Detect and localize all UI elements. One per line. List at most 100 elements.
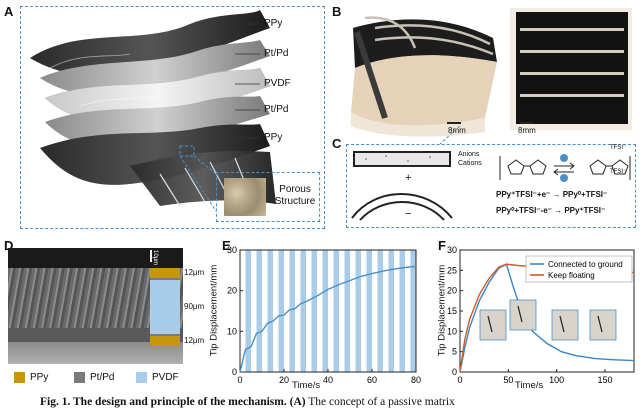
legend-swatch-ptpd <box>74 372 85 383</box>
legend-swatch-pvdf <box>136 372 147 383</box>
chart-e-ylabel: Tip Displacement/mm <box>208 264 220 357</box>
layer-label-pvdf: PVDF <box>264 78 291 89</box>
sem-scale-bar <box>150 250 152 262</box>
caption-bold: Fig. 1. The design and principle of the … <box>40 396 306 408</box>
panel-c-frame <box>346 144 636 228</box>
x-tick-label: 50 <box>503 375 513 384</box>
legend-label-pvdf: PVDF <box>152 372 179 383</box>
y-tick-label: 15 <box>447 306 457 316</box>
thickness-ppy-bottom: 12μm <box>184 336 205 345</box>
series-line-0 <box>239 265 417 373</box>
plus-sign: + <box>405 172 412 184</box>
legend-label-ppy: PPy <box>30 372 49 383</box>
x-tick-label: 20 <box>279 375 289 384</box>
y-tick-label: 5 <box>452 347 457 357</box>
tfsi-bottom: TFSI⁻ <box>610 169 627 175</box>
porous-structure-label: Porous Structure <box>274 184 316 207</box>
layer-bar-ptpd-bottom <box>150 334 180 336</box>
photo-inset <box>479 309 507 341</box>
thickness-ppy-top: 12μm <box>184 268 205 277</box>
stimulus-band <box>300 250 306 372</box>
layer-ptpd-top <box>40 40 270 96</box>
stimulus-band <box>366 250 372 372</box>
x-tick-label: 100 <box>549 375 564 384</box>
y-tick-label: 0 <box>232 367 237 377</box>
layer-stack-illustration <box>30 10 276 212</box>
stimulus-band <box>355 250 361 372</box>
figure-caption: Fig. 1. The design and principle of the … <box>40 396 640 408</box>
scale-right: 8mm <box>518 126 536 135</box>
y-tick-label: 30 <box>447 245 457 255</box>
panel-f-label: F <box>438 238 446 253</box>
sample-strip <box>597 315 603 333</box>
x-tick-label: 40 <box>323 375 333 384</box>
legend-label-ptpd: Pt/Pd <box>90 372 115 383</box>
stimulus-band <box>333 250 339 372</box>
x-tick-label: 0 <box>457 375 462 384</box>
stimulus-band <box>267 250 273 372</box>
sample-strip <box>517 305 523 323</box>
legend-label-1: Keep floating <box>548 271 595 280</box>
bending-diagram <box>351 126 461 221</box>
ppy-chemistry <box>499 154 631 182</box>
thickness-pvdf: 90μm <box>184 302 205 311</box>
layer-ppy-top <box>30 10 270 76</box>
layer-bar-ptpd-top <box>150 278 180 280</box>
reaction-equation-1: PPy⁺TFSI⁻+e⁻ → PPy⁰+TFSI⁻ <box>496 190 608 199</box>
cations-label: Cations <box>458 160 482 167</box>
chart-e-xlabel: Time/s <box>292 380 321 391</box>
legend-label-0: Connected to ground <box>548 260 623 269</box>
stimulus-band <box>322 250 328 372</box>
y-tick-label: 10 <box>447 326 457 336</box>
chart-f-xlabel: Time/s <box>515 380 544 391</box>
photo-inset <box>551 309 579 341</box>
stimulus-band <box>311 250 317 372</box>
stimulus-band <box>388 250 394 372</box>
sample-strip <box>559 315 565 333</box>
stimulus-band <box>289 250 295 372</box>
legend-box <box>525 255 633 283</box>
stimulus-band <box>410 250 416 372</box>
sample-strip <box>487 315 493 333</box>
layer-label-ptpd-bottom: Pt/Pd <box>264 104 289 115</box>
legend-swatch-ppy <box>14 372 25 383</box>
chart-f-ylabel: Tip Displacement/mm <box>436 264 448 357</box>
scale-left: 8mm <box>448 126 466 135</box>
layer-bar-ppy-top <box>150 268 180 278</box>
chart-f: 0 50 100 150 0 5 10 15 20 25 30 Connected to ground… <box>447 245 635 384</box>
y-tick-label: 25 <box>447 265 457 275</box>
layer-bar-pvdf <box>150 280 180 334</box>
layer-label-ptpd-top: Pt/Pd <box>264 48 289 59</box>
caption-text: The concept of a passive matrix <box>305 396 455 408</box>
panel-c-label: C <box>332 136 342 151</box>
porous-inset-frame <box>216 172 320 222</box>
layer-ptpd-bottom <box>45 96 270 147</box>
panel-d-label: D <box>4 238 14 253</box>
reaction-equation-2: PPy⁰+TFSI⁻-e⁻ → PPy⁺TFSI⁻ <box>496 206 606 215</box>
panel-e-label: E <box>222 238 231 253</box>
stimulus-band <box>344 250 350 372</box>
stimulus-band <box>278 250 284 372</box>
photo-inset <box>589 309 617 341</box>
stimulus-band <box>377 250 383 372</box>
layer-ppy-bottom <box>40 124 270 185</box>
y-tick-label: 0 <box>452 367 457 377</box>
sem-scale-label: 10μm <box>152 250 158 266</box>
porous-structure-image <box>224 178 266 216</box>
minus-sign: − <box>405 208 412 220</box>
layer-bar-ppy-bottom <box>150 336 180 346</box>
stimulus-band <box>399 250 405 372</box>
photo-inset <box>509 299 537 331</box>
y-tick-label: 10 <box>227 326 237 336</box>
tfsi-top: TFSI⁻ <box>610 145 627 151</box>
panel-a-label: A <box>4 4 14 19</box>
panel-a-frame <box>20 6 325 229</box>
chart-e: 0 20 40 60 80 0 10 20 30 <box>227 245 421 384</box>
x-tick-label: 0 <box>237 375 242 384</box>
layer-label-ppy-top: PPy <box>264 18 283 29</box>
fabric-photo <box>351 16 497 137</box>
anions-label: Anions <box>458 151 480 158</box>
layer-label-ppy-bottom: PPy <box>264 132 283 143</box>
x-tick-label: 150 <box>597 375 612 384</box>
y-tick-label: 30 <box>227 245 237 255</box>
